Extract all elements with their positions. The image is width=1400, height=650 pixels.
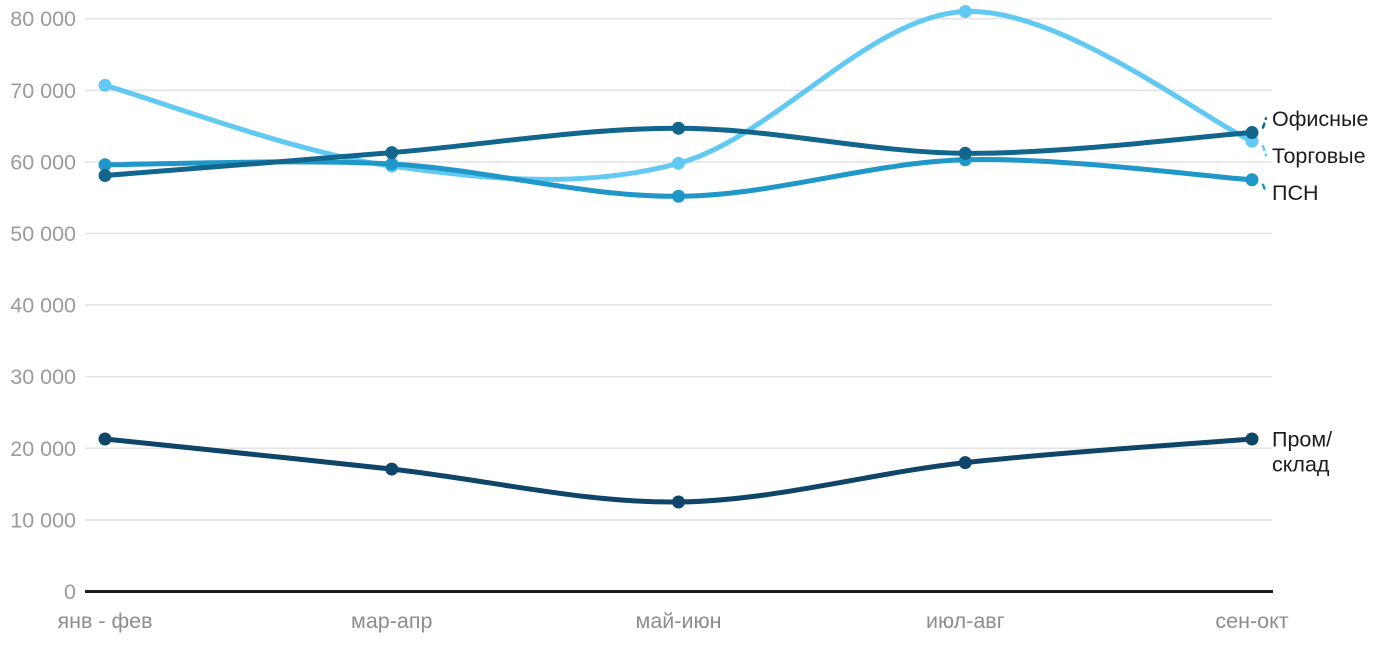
data-point bbox=[98, 78, 112, 92]
data-point bbox=[1245, 173, 1259, 187]
data-point bbox=[98, 169, 112, 183]
y-axis-label: 60 000 bbox=[10, 150, 76, 174]
y-axis-label: 40 000 bbox=[10, 294, 76, 318]
series-label-0: Торговые bbox=[1272, 144, 1366, 168]
data-point bbox=[385, 146, 399, 160]
data-point bbox=[1245, 432, 1259, 446]
label-connector bbox=[1261, 183, 1268, 194]
x-axis-label: мар-апр bbox=[351, 609, 432, 633]
y-axis-label: 50 000 bbox=[10, 222, 76, 246]
series-line-0 bbox=[102, 8, 1255, 182]
data-point bbox=[672, 121, 685, 135]
data-point bbox=[958, 456, 972, 470]
y-axis-label: 70 000 bbox=[10, 79, 76, 103]
data-point bbox=[385, 157, 399, 171]
x-axis-label: май-июн bbox=[636, 609, 722, 633]
y-axis-label: 0 bbox=[64, 580, 76, 604]
x-axis-label: сен-окт bbox=[1215, 609, 1288, 633]
data-point bbox=[1245, 126, 1259, 140]
series-label-3: склад bbox=[1272, 452, 1330, 476]
data-point bbox=[958, 146, 972, 160]
data-point bbox=[98, 432, 112, 446]
label-connector bbox=[1261, 144, 1268, 157]
y-axis-label: 30 000 bbox=[10, 365, 76, 389]
data-point bbox=[672, 156, 685, 170]
data-point bbox=[385, 462, 399, 476]
data-point bbox=[958, 5, 972, 19]
series-label-3: Пром/ bbox=[1272, 427, 1332, 451]
data-point bbox=[672, 495, 685, 509]
label-connector bbox=[1261, 117, 1268, 129]
x-axis-label: янв - фев bbox=[57, 609, 152, 633]
y-axis-label: 20 000 bbox=[10, 437, 76, 461]
data-point bbox=[98, 158, 112, 172]
series-label-1: ПСН bbox=[1272, 181, 1319, 205]
y-axis-label: 80 000 bbox=[10, 7, 76, 31]
x-axis-label: июл-авг bbox=[926, 609, 1005, 633]
y-axis-label: 10 000 bbox=[10, 508, 76, 532]
series-label-2: Офисные bbox=[1272, 107, 1368, 131]
data-point bbox=[672, 189, 685, 203]
